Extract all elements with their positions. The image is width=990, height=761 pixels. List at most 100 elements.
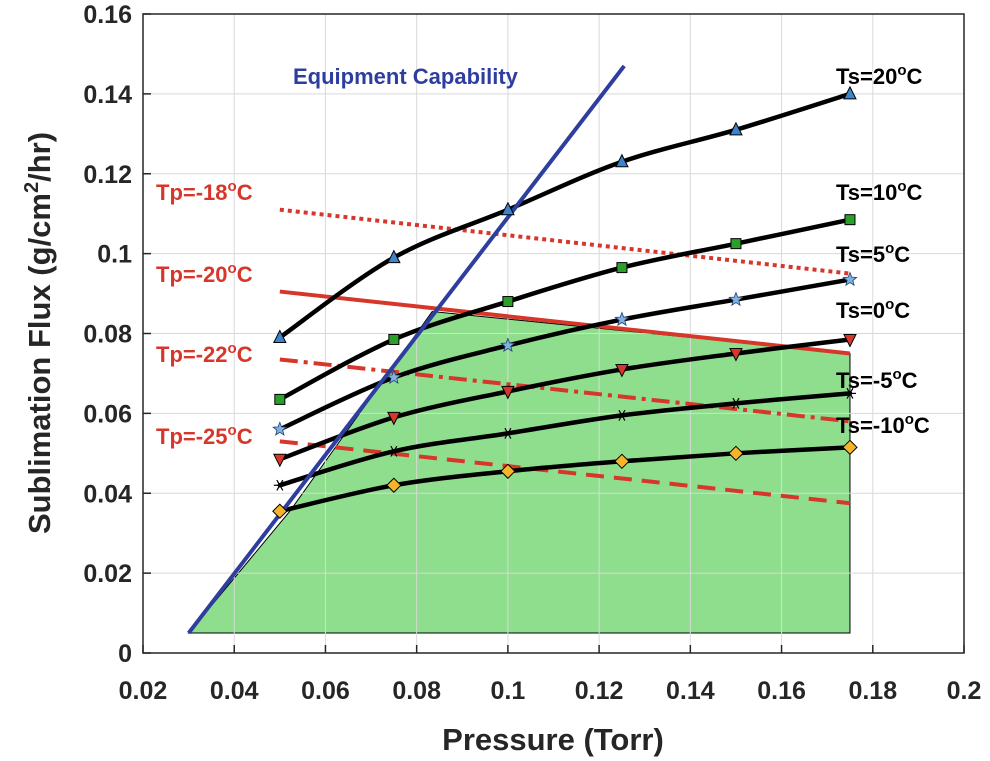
ts-marker-ts-5c-stroke bbox=[504, 427, 512, 439]
y-axis-title-suffix: /hr) bbox=[22, 132, 57, 182]
ts-label-ts-20c-suffix: C bbox=[907, 64, 923, 89]
ts-marker-ts-0c bbox=[843, 333, 857, 348]
ts-label-ts-0c-suffix: C bbox=[894, 298, 910, 323]
ts-marker-ts-5c-stroke bbox=[732, 397, 740, 409]
ts-marker-ts-10c bbox=[728, 445, 744, 462]
ts-marker-ts-10c bbox=[388, 333, 400, 345]
ts-marker-ts-20c bbox=[843, 85, 857, 100]
ts-label-ts-20c: Ts=20oC bbox=[836, 62, 923, 89]
tp-label-tp-18c-sup: o bbox=[228, 178, 237, 195]
ts-label-ts-20c-prefix: Ts=20 bbox=[836, 64, 897, 89]
y-tick-label: 0.16 bbox=[83, 1, 132, 29]
ts-label-ts-5c-sup: o bbox=[885, 240, 894, 257]
tp-label-tp-22c-prefix: Tp=-22 bbox=[156, 342, 228, 367]
equipment-capability-line bbox=[187, 64, 626, 635]
ts-marker-ts-20c bbox=[273, 329, 287, 343]
ts-marker-ts-10c bbox=[272, 503, 288, 519]
ts-label-ts-5c-prefix: Ts=-5 bbox=[836, 368, 892, 393]
ts-marker-ts-5c bbox=[842, 271, 858, 287]
ts-marker-ts-5c bbox=[501, 427, 514, 439]
tp-label-tp-18c-suffix: C bbox=[237, 180, 253, 205]
ts-label-ts-5c: Ts=-5oC bbox=[836, 366, 918, 393]
tick-layer: 0.02 0.04 0.06 0.08 0.1 0.12 0.14 0.16 0.18 0.2 0 0… bbox=[83, 1, 981, 705]
ts-label-ts-10c-sup: o bbox=[897, 178, 906, 195]
ts-label-ts-20c-sup: o bbox=[897, 62, 906, 79]
ts-marker-ts-5c bbox=[500, 337, 516, 353]
ts-curve-ts-0c bbox=[277, 337, 853, 462]
x-tick-label: 0.12 bbox=[575, 677, 624, 705]
x-tick-label: 0.18 bbox=[848, 677, 897, 705]
x-tick-label: 0.2 bbox=[947, 677, 982, 705]
y-tick-label: 0 bbox=[118, 640, 132, 668]
ts-label-ts-0c-prefix: Ts=0 bbox=[836, 298, 885, 323]
ts-marker-ts-5c-stroke bbox=[390, 445, 398, 457]
ts-label-ts-10c-sup: o bbox=[905, 411, 914, 428]
tp-line-tp-20c bbox=[279, 289, 851, 356]
annotation-layer: Tp=-18oCTp=-20oCTp=-22oCTp=-25oCEquipmen… bbox=[156, 62, 930, 449]
tp-label-tp-25c-suffix: C bbox=[237, 424, 253, 449]
ts-marker-ts-0c bbox=[387, 411, 401, 426]
ts-label-ts-5c-suffix: C bbox=[894, 242, 910, 267]
ts-label-ts-5c-sup: o bbox=[892, 366, 901, 383]
ts-curve-ts-5c bbox=[277, 391, 853, 488]
tp-label-tp-20c-prefix: Tp=-20 bbox=[156, 262, 228, 287]
ts-marker-ts-0c bbox=[615, 363, 629, 378]
ts-label-ts-10c-prefix: Ts=-10 bbox=[836, 413, 905, 438]
ts-curve-ts-10c bbox=[277, 217, 853, 402]
ts-marker-ts-5c-stroke bbox=[276, 479, 284, 491]
tp-label-tp-22c-sup: o bbox=[228, 340, 237, 357]
x-tick-label: 0.1 bbox=[491, 677, 526, 705]
ts-marker-ts-10c bbox=[614, 453, 630, 470]
y-tick-label: 0.04 bbox=[83, 480, 132, 508]
x-tick-label: 0.02 bbox=[119, 677, 168, 705]
ts-marker-ts-10c bbox=[274, 393, 286, 405]
y-axis-title: Sublimation Flux (g/cm2/hr) bbox=[21, 132, 57, 534]
y-tick-label: 0.1 bbox=[97, 241, 132, 269]
ts-marker-ts-10c bbox=[730, 238, 742, 250]
ts-marker-ts-10c bbox=[386, 477, 402, 493]
ts-marker-ts-20c bbox=[387, 249, 401, 264]
series-layer bbox=[187, 64, 853, 635]
ts-marker-ts-10c bbox=[844, 214, 856, 226]
tp-label-tp-22c: Tp=-22oC bbox=[156, 340, 253, 367]
y-tick-label: 0.12 bbox=[83, 161, 132, 189]
ts-marker-ts-5c bbox=[273, 479, 286, 491]
ts-marker-ts-5c bbox=[614, 311, 630, 327]
tp-label-tp-18c-prefix: Tp=-18 bbox=[156, 180, 228, 205]
ts-label-ts-0c-sup: o bbox=[885, 296, 894, 313]
y-axis-title-prefix: Sublimation Flux (g/cm bbox=[22, 193, 57, 534]
ts-marker-ts-5c bbox=[729, 397, 742, 409]
ts-label-ts-0c: Ts=0oC bbox=[836, 296, 910, 323]
tp-label-tp-20c-sup: o bbox=[228, 260, 237, 277]
ts-marker-ts-20c bbox=[615, 153, 629, 168]
ts-curve-ts-20c bbox=[277, 91, 853, 340]
ts-marker-ts-0c bbox=[273, 453, 287, 468]
grid-layer bbox=[142, 13, 965, 654]
tp-label-tp-20c-suffix: C bbox=[237, 262, 253, 287]
ts-label-ts-5c-suffix: C bbox=[902, 368, 918, 393]
y-tick-label: 0.08 bbox=[83, 321, 132, 349]
marker-layer bbox=[272, 85, 858, 519]
ts-marker-ts-5c bbox=[615, 409, 628, 421]
x-tick-label: 0.04 bbox=[210, 677, 259, 705]
ts-curve-ts-5c bbox=[277, 277, 853, 432]
y-tick-label: 0.06 bbox=[83, 400, 132, 428]
ts-marker-ts-10c bbox=[842, 439, 858, 456]
tp-label-tp-25c-sup: o bbox=[228, 422, 237, 439]
equipment-capability-label: Equipment Capability bbox=[293, 64, 519, 89]
ts-marker-ts-5c-stroke bbox=[846, 387, 854, 399]
ts-marker-ts-20c bbox=[729, 121, 743, 136]
ts-label-ts-10c-suffix: C bbox=[907, 180, 923, 205]
ts-label-ts-10c-prefix: Ts=10 bbox=[836, 180, 897, 205]
tp-label-tp-22c-suffix: C bbox=[237, 342, 253, 367]
y-tick-label: 0.02 bbox=[83, 560, 132, 588]
ts-marker-ts-5c-stroke bbox=[618, 409, 626, 421]
y-axis-title-sup: 2 bbox=[21, 182, 43, 193]
ts-marker-ts-10c bbox=[616, 262, 628, 274]
x-tick-label: 0.06 bbox=[301, 677, 350, 705]
x-axis-title: Pressure (Torr) bbox=[442, 722, 664, 757]
tp-label-tp-25c-prefix: Tp=-25 bbox=[156, 424, 228, 449]
ts-marker-ts-5c bbox=[728, 291, 744, 307]
ts-label-ts-5c: Ts=5oC bbox=[836, 240, 910, 267]
